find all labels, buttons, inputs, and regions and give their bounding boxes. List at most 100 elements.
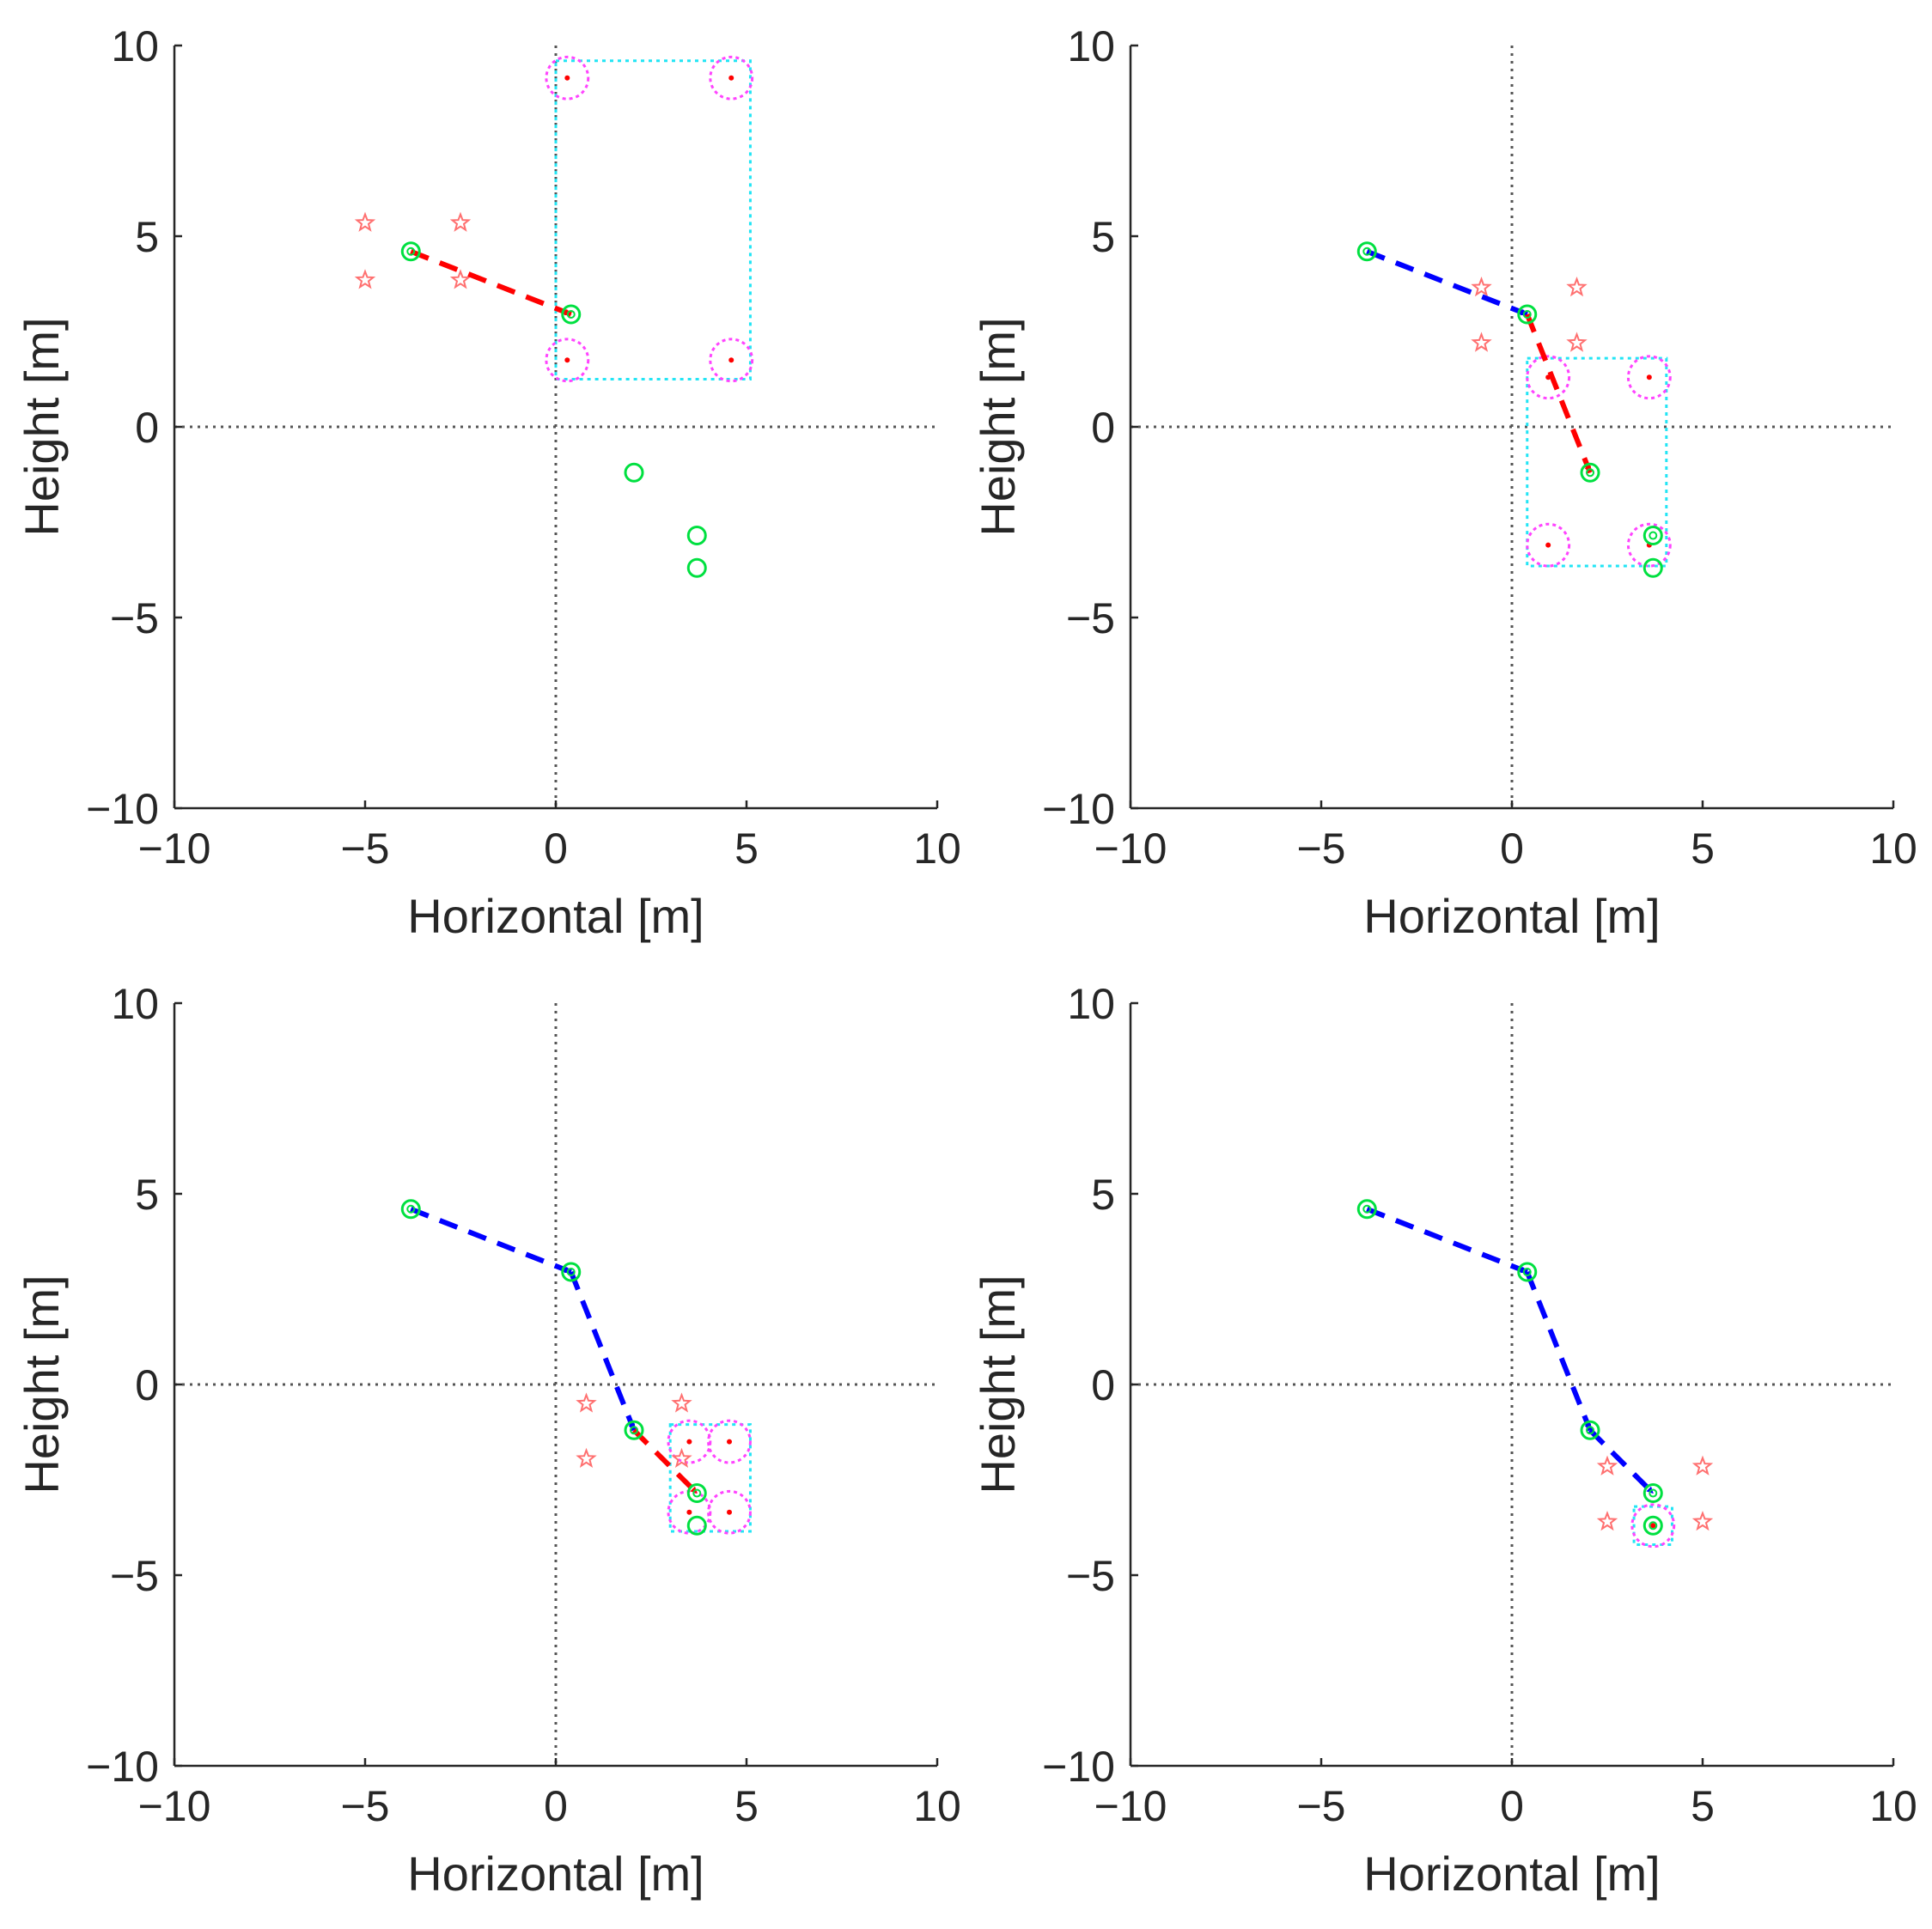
y-tick-label: −10 xyxy=(1042,785,1115,833)
waypoint-marker xyxy=(1643,526,1663,546)
x-axis-label: Horizontal [m] xyxy=(1363,889,1660,943)
search-circle xyxy=(709,55,754,100)
search-circle xyxy=(709,338,754,383)
x-tick-label: 5 xyxy=(1691,1782,1715,1830)
waypoint-visited-dot xyxy=(1649,1488,1658,1498)
waypoint-marker xyxy=(561,1262,582,1282)
search-center-dot xyxy=(728,357,734,363)
y-tick-label: −5 xyxy=(1066,594,1115,642)
waypoint-visited-dot xyxy=(1649,1521,1658,1530)
waypoint-marker xyxy=(400,1199,421,1220)
waypoint-visited-dot xyxy=(1649,531,1658,540)
candidate-star-marker xyxy=(449,269,472,289)
search-circle xyxy=(1626,522,1672,568)
panel-top-right: −10−10 −5 −5 0 0 5 5 10 10 Horizontal [m] Height [… xyxy=(971,22,1917,943)
y-tick-label: 10 xyxy=(111,980,159,1028)
x-tick-label: −5 xyxy=(1296,1782,1345,1830)
waypoint-marker xyxy=(1643,1483,1663,1504)
candidate-star-marker xyxy=(354,211,376,232)
y-tick-label: 10 xyxy=(111,22,159,70)
waypoint-marker xyxy=(624,1420,644,1440)
y-axis-label: Height [m] xyxy=(15,1275,69,1494)
waypoint-visited-dot xyxy=(692,1488,702,1498)
search-circle xyxy=(1526,355,1571,400)
x-tick-label: −10 xyxy=(138,1782,211,1830)
y-tick-label: 10 xyxy=(1067,980,1115,1028)
x-tick-label: −5 xyxy=(340,1782,389,1830)
x-tick-label: 0 xyxy=(544,825,568,873)
x-axis-label: Horizontal [m] xyxy=(1363,1847,1660,1901)
search-circle xyxy=(545,338,590,383)
candidate-star-marker xyxy=(354,269,376,289)
x-tick-label: 0 xyxy=(544,1782,568,1830)
search-center-dot xyxy=(564,357,570,363)
x-tick-label: −10 xyxy=(1094,825,1167,873)
waypoint-visited-dot xyxy=(406,246,416,256)
x-tick-label: −10 xyxy=(138,825,211,873)
candidate-star-marker xyxy=(449,211,472,232)
waypoint-marker xyxy=(686,526,707,546)
waypoint-marker xyxy=(1517,304,1538,325)
current-move-arrow xyxy=(631,1428,699,1495)
search-center-dot xyxy=(728,75,734,81)
waypoint-visited-dot xyxy=(1586,468,1595,478)
x-tick-label: 5 xyxy=(734,825,759,873)
current-move-arrow xyxy=(1524,313,1593,474)
waypoint-visited-dot xyxy=(406,1204,416,1214)
y-tick-label: 0 xyxy=(135,1361,159,1409)
past-move-arrow xyxy=(410,1206,572,1275)
x-axis-label: Horizontal [m] xyxy=(407,889,704,943)
y-axis-label: Height [m] xyxy=(15,317,69,536)
panel-top-left: −10−10 −5 −5 0 0 5 5 10 10 Horizontal [m] Height [… xyxy=(15,22,961,943)
waypoint-marker xyxy=(686,1515,707,1536)
candidate-star-marker xyxy=(1566,277,1588,297)
x-tick-label: 10 xyxy=(1869,1782,1917,1830)
waypoint-visited-dot xyxy=(1522,310,1532,319)
waypoint-visited-dot xyxy=(566,1268,576,1277)
waypoint-marker xyxy=(561,304,582,325)
waypoint-visited-dot xyxy=(630,1426,639,1435)
candidate-star-marker xyxy=(1691,1510,1714,1531)
y-tick-label: 5 xyxy=(1091,1171,1115,1219)
x-tick-label: 10 xyxy=(913,825,961,873)
y-axis-label: Height [m] xyxy=(971,1275,1025,1494)
panel-bottom-right: −10−10 −5 −5 0 0 5 5 10 10 Horizontal [m] Height [… xyxy=(971,980,1917,1901)
search-center-dot xyxy=(1646,374,1652,380)
y-axis-label: Height [m] xyxy=(971,317,1025,536)
x-tick-label: 5 xyxy=(734,1782,759,1830)
x-tick-label: −5 xyxy=(1296,825,1345,873)
waypoint-marker xyxy=(686,557,707,578)
waypoint-marker xyxy=(686,1483,707,1504)
past-move-arrow xyxy=(1366,248,1528,317)
y-tick-label: −10 xyxy=(86,1743,159,1791)
search-circle xyxy=(707,1489,752,1535)
past-move-arrow xyxy=(568,1270,637,1432)
search-center-dot xyxy=(686,1439,692,1445)
waypoint-marker xyxy=(1356,241,1377,262)
past-move-arrow xyxy=(1366,1206,1528,1275)
waypoint-marker xyxy=(1517,1262,1538,1282)
x-tick-label: 0 xyxy=(1500,825,1524,873)
search-circle xyxy=(1526,522,1571,568)
y-tick-label: 5 xyxy=(135,1171,159,1219)
x-tick-label: 0 xyxy=(1500,1782,1524,1830)
waypoint-marker xyxy=(1580,462,1600,483)
waypoint-visited-dot xyxy=(566,310,576,319)
y-tick-label: −5 xyxy=(110,1552,159,1600)
y-tick-label: 5 xyxy=(135,213,159,261)
search-area-box xyxy=(1526,356,1668,568)
candidate-star-marker xyxy=(1471,277,1492,297)
search-center-dot xyxy=(727,1439,733,1445)
y-tick-label: 5 xyxy=(1091,213,1115,261)
search-center-dot xyxy=(1545,542,1551,548)
waypoint-marker xyxy=(1580,1420,1600,1440)
x-tick-label: 10 xyxy=(1869,825,1917,873)
y-tick-label: 0 xyxy=(1091,404,1115,452)
search-center-dot xyxy=(727,1509,733,1515)
candidate-star-marker xyxy=(671,1392,692,1413)
search-circle xyxy=(545,55,590,100)
candidate-star-marker xyxy=(576,1392,597,1413)
waypoint-marker xyxy=(1356,1199,1377,1220)
search-circle xyxy=(1626,355,1672,400)
